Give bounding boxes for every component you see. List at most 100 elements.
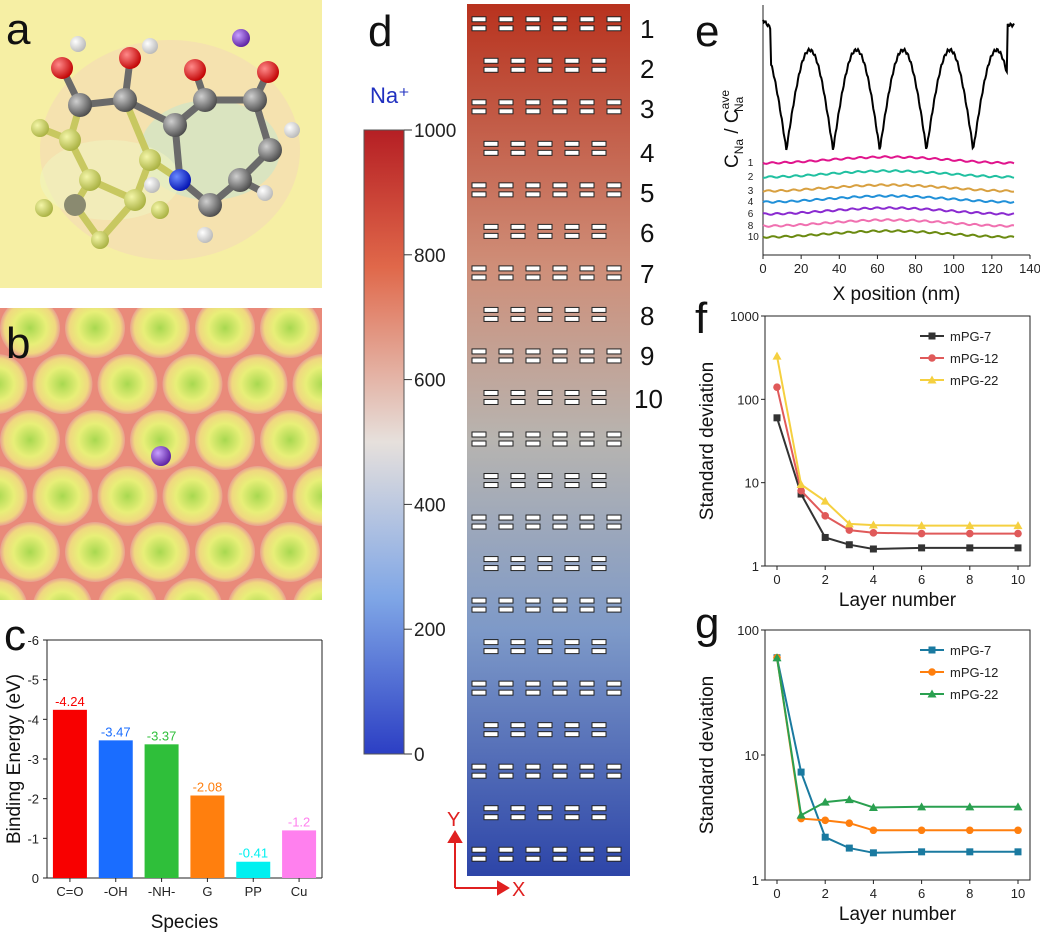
membrane-slot bbox=[579, 431, 595, 438]
bar--OH bbox=[98, 740, 133, 878]
bar-Cu bbox=[282, 830, 317, 878]
membrane-slot bbox=[606, 597, 622, 604]
data-point bbox=[821, 833, 829, 841]
membrane-slot bbox=[498, 689, 514, 696]
profile-top bbox=[762, 19, 1015, 151]
lattice-cell bbox=[0, 466, 28, 526]
panel-label-c: c bbox=[4, 611, 26, 660]
data-point bbox=[772, 653, 782, 662]
lattice-cell bbox=[292, 466, 322, 526]
membrane-slot bbox=[552, 99, 568, 106]
membrane-slot bbox=[579, 680, 595, 687]
bar-C=O bbox=[52, 709, 87, 878]
membrane-slot bbox=[471, 182, 487, 189]
membrane-slot bbox=[471, 191, 487, 198]
membrane-slot bbox=[564, 315, 580, 322]
membrane-slot bbox=[483, 814, 499, 821]
y-tick-label: 100 bbox=[737, 623, 759, 638]
data-point bbox=[1013, 802, 1023, 811]
membrane-slot bbox=[510, 389, 526, 396]
y-tick-label: -6 bbox=[27, 633, 39, 648]
y-label-sep: / C bbox=[722, 109, 743, 139]
membrane-slot bbox=[606, 440, 622, 447]
x-axis-label: X position (nm) bbox=[833, 284, 961, 305]
membrane-slot bbox=[510, 565, 526, 572]
membrane-slot bbox=[591, 223, 607, 230]
x-tick-label: 8 bbox=[966, 886, 973, 901]
membrane-slot bbox=[591, 565, 607, 572]
y-label-sub2: Na bbox=[732, 96, 746, 112]
membrane-slot bbox=[606, 523, 622, 530]
membrane-slot bbox=[537, 232, 553, 239]
membrane-slot bbox=[537, 473, 553, 480]
x-tick-label: 2 bbox=[822, 886, 829, 901]
lattice-cell bbox=[32, 354, 93, 414]
membrane-slot bbox=[510, 398, 526, 405]
membrane-slot bbox=[525, 274, 541, 281]
x-tick-label: 10 bbox=[1011, 886, 1025, 901]
data-point bbox=[844, 519, 854, 528]
membrane-slot bbox=[606, 606, 622, 613]
data-point bbox=[773, 414, 781, 422]
membrane-slot bbox=[606, 772, 622, 779]
legend-label: mPG-22 bbox=[950, 687, 998, 702]
data-point bbox=[869, 529, 878, 537]
membrane-slot bbox=[483, 731, 499, 738]
membrane-slot bbox=[498, 440, 514, 447]
data-point bbox=[796, 480, 806, 489]
series-line-6 bbox=[762, 206, 1015, 216]
data-point bbox=[820, 496, 830, 505]
panel-a bbox=[0, 0, 322, 288]
series-line-3 bbox=[762, 183, 1015, 193]
membrane-slot bbox=[579, 191, 595, 198]
membrane-slot bbox=[483, 232, 499, 239]
data-point bbox=[918, 848, 926, 856]
membrane-slot bbox=[471, 763, 487, 770]
membrane-slot bbox=[579, 597, 595, 604]
membrane-slot bbox=[564, 565, 580, 572]
lattice-cell bbox=[97, 354, 158, 414]
membrane-slot bbox=[606, 689, 622, 696]
lattice-cell bbox=[162, 354, 223, 414]
membrane-slot bbox=[525, 265, 541, 272]
membrane-slot bbox=[471, 846, 487, 853]
data-point bbox=[917, 529, 926, 538]
membrane-slot bbox=[579, 846, 595, 853]
membrane-slot bbox=[510, 57, 526, 64]
membrane-slot bbox=[510, 306, 526, 313]
data-point bbox=[796, 810, 806, 819]
data-point bbox=[917, 521, 927, 530]
lattice bbox=[0, 308, 322, 600]
lattice-cell bbox=[195, 308, 255, 358]
data-point bbox=[845, 844, 853, 852]
membrane-slot bbox=[591, 482, 607, 489]
series-line-2 bbox=[762, 169, 1015, 179]
membrane-slot bbox=[606, 99, 622, 106]
membrane-slot bbox=[537, 482, 553, 489]
membrane-slot bbox=[510, 556, 526, 563]
x-tick-label: 60 bbox=[870, 261, 884, 276]
membrane-slot bbox=[564, 814, 580, 821]
membrane-slot bbox=[606, 182, 622, 189]
lattice-cell bbox=[130, 410, 190, 470]
x-tick-label: 80 bbox=[908, 261, 922, 276]
membrane-slot bbox=[525, 182, 541, 189]
membrane-slot bbox=[579, 855, 595, 862]
membrane-slot bbox=[564, 389, 580, 396]
membrane-slot bbox=[471, 514, 487, 521]
data-point bbox=[917, 802, 927, 811]
lattice-cell bbox=[0, 308, 60, 358]
membrane-slot bbox=[591, 57, 607, 64]
membrane-slot bbox=[552, 274, 568, 281]
membrane-slot bbox=[525, 191, 541, 198]
membrane-slot bbox=[471, 606, 487, 613]
membrane-slot bbox=[525, 357, 541, 364]
x-tick-label: 0 bbox=[759, 261, 766, 276]
membrane-slot bbox=[471, 680, 487, 687]
lattice-cell bbox=[0, 522, 60, 582]
series-label: 2 bbox=[748, 172, 754, 183]
membrane-slot bbox=[483, 473, 499, 480]
y-tick-label: -5 bbox=[27, 673, 39, 688]
membrane-slot bbox=[591, 140, 607, 147]
membrane-slot bbox=[525, 25, 541, 32]
